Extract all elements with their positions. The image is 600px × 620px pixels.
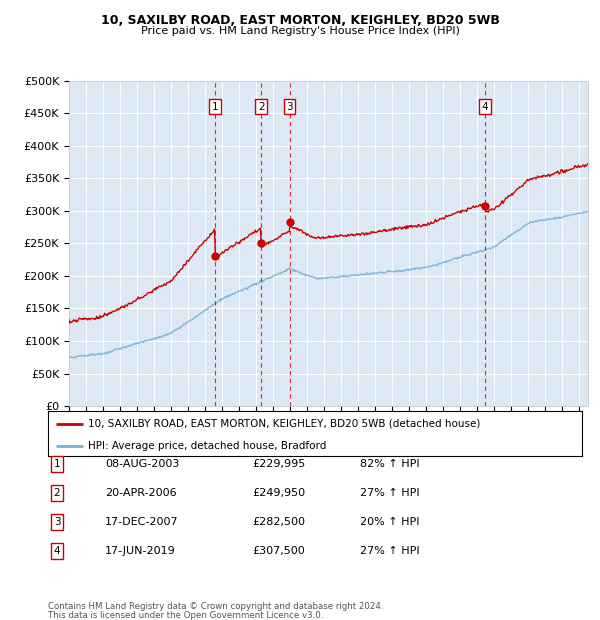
Text: 17-JUN-2019: 17-JUN-2019 bbox=[105, 546, 176, 556]
Text: £249,950: £249,950 bbox=[252, 488, 305, 498]
Text: 4: 4 bbox=[53, 546, 61, 556]
Text: 4: 4 bbox=[482, 102, 488, 112]
Text: Contains HM Land Registry data © Crown copyright and database right 2024.: Contains HM Land Registry data © Crown c… bbox=[48, 602, 383, 611]
Text: This data is licensed under the Open Government Licence v3.0.: This data is licensed under the Open Gov… bbox=[48, 611, 323, 619]
Text: 3: 3 bbox=[53, 517, 61, 527]
Text: 10, SAXILBY ROAD, EAST MORTON, KEIGHLEY, BD20 5WB: 10, SAXILBY ROAD, EAST MORTON, KEIGHLEY,… bbox=[101, 14, 499, 27]
Text: 08-AUG-2003: 08-AUG-2003 bbox=[105, 459, 179, 469]
Text: 2: 2 bbox=[258, 102, 265, 112]
Text: 17-DEC-2007: 17-DEC-2007 bbox=[105, 517, 179, 527]
Text: £282,500: £282,500 bbox=[252, 517, 305, 527]
Text: £307,500: £307,500 bbox=[252, 546, 305, 556]
Text: HPI: Average price, detached house, Bradford: HPI: Average price, detached house, Brad… bbox=[88, 441, 326, 451]
Text: 27% ↑ HPI: 27% ↑ HPI bbox=[360, 546, 419, 556]
Text: 10, SAXILBY ROAD, EAST MORTON, KEIGHLEY, BD20 5WB (detached house): 10, SAXILBY ROAD, EAST MORTON, KEIGHLEY,… bbox=[88, 418, 481, 428]
Text: 20% ↑ HPI: 20% ↑ HPI bbox=[360, 517, 419, 527]
Text: £229,995: £229,995 bbox=[252, 459, 305, 469]
Text: 82% ↑ HPI: 82% ↑ HPI bbox=[360, 459, 419, 469]
Text: 27% ↑ HPI: 27% ↑ HPI bbox=[360, 488, 419, 498]
Text: 1: 1 bbox=[212, 102, 218, 112]
Text: 1: 1 bbox=[53, 459, 61, 469]
Text: Price paid vs. HM Land Registry's House Price Index (HPI): Price paid vs. HM Land Registry's House … bbox=[140, 26, 460, 36]
Text: 3: 3 bbox=[286, 102, 293, 112]
Text: 20-APR-2006: 20-APR-2006 bbox=[105, 488, 176, 498]
Text: 2: 2 bbox=[53, 488, 61, 498]
